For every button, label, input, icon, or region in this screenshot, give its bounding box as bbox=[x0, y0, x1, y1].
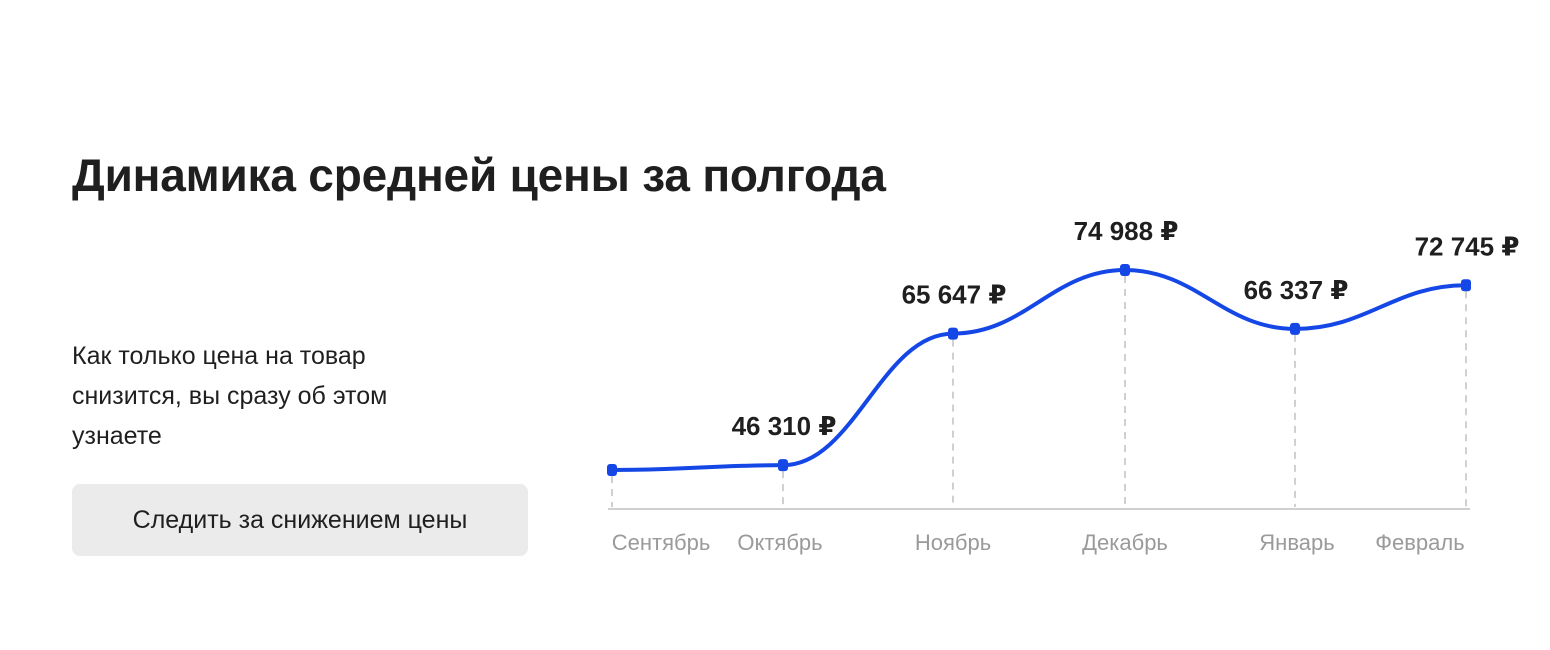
price-series-line bbox=[610, 267, 1468, 472]
month-label-3: Ноябрь bbox=[915, 530, 991, 555]
month-label-2: Октябрь bbox=[737, 530, 822, 555]
price-value-label-2: 46 310 ₽ bbox=[732, 411, 837, 441]
price-point-3 bbox=[948, 327, 958, 340]
month-label-5: Январь bbox=[1259, 530, 1334, 555]
price-value-label-4: 74 988 ₽ bbox=[1074, 216, 1179, 246]
price-value-label-3: 65 647 ₽ bbox=[902, 280, 1007, 310]
month-label-1: Сентябрь bbox=[612, 530, 711, 555]
price-drop-note: Как только цена на товар снизится, вы ср… bbox=[72, 342, 388, 450]
chart-guides bbox=[611, 276, 1467, 507]
month-label-4: Декабрь bbox=[1082, 530, 1168, 555]
month-labels: Сентябрь Октябрь Ноябрь Декабрь Январь Феврал… bbox=[612, 530, 1465, 555]
page-title: Динамика средней цены за полгода bbox=[72, 149, 886, 201]
price-point-5 bbox=[1290, 322, 1300, 335]
price-point-2 bbox=[778, 459, 788, 472]
price-point-6 bbox=[1461, 279, 1471, 292]
price-point-1 bbox=[607, 464, 617, 476]
follow-price-drop-button[interactable]: Следить за снижением цены bbox=[72, 484, 528, 556]
price-value-labels: 46 310 ₽ 65 647 ₽ 74 988 ₽ 66 337 ₽ 72 745 ₽ bbox=[732, 216, 1520, 441]
price-points bbox=[607, 264, 1471, 476]
price-value-label-5: 66 337 ₽ bbox=[1244, 275, 1349, 305]
price-value-label-6: 72 745 ₽ bbox=[1415, 231, 1520, 261]
price-point-4 bbox=[1120, 264, 1130, 276]
month-label-6: Февраль bbox=[1375, 530, 1464, 555]
